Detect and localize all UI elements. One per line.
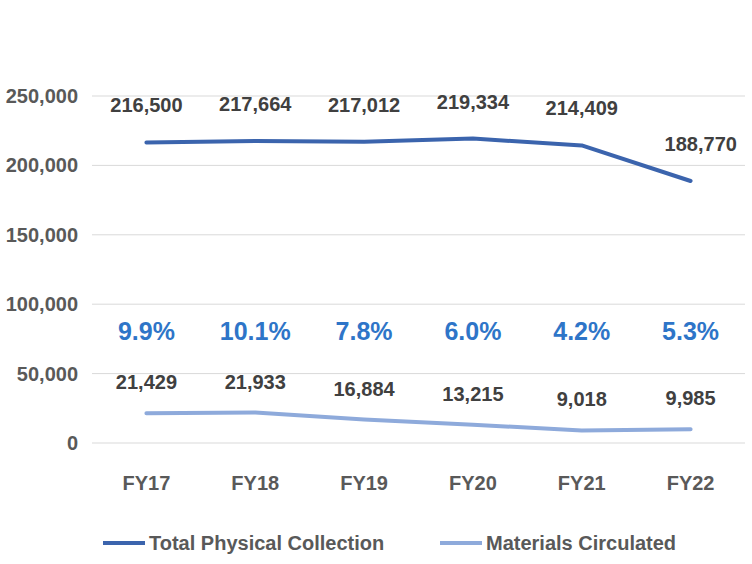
y-tick-label: 250,000: [6, 85, 78, 107]
series-line: [146, 139, 690, 181]
data-label: 219,334: [437, 91, 510, 113]
x-tick-label: FY22: [667, 472, 715, 494]
series-line: [146, 413, 690, 431]
x-tick-label: FY21: [558, 472, 606, 494]
plot-area: [146, 139, 690, 431]
annotation: 7.8%: [336, 317, 393, 345]
y-tick-label: 200,000: [6, 154, 78, 176]
grid-line: [92, 304, 745, 305]
chart: 0 50,000 100,000 150,000 200,000 250,000 FY17 F…: [0, 0, 752, 564]
legend-swatch: [440, 541, 482, 545]
y-tick-label: 0: [67, 432, 78, 454]
data-label: 21,933: [225, 371, 286, 393]
y-tick-label: 50,000: [17, 363, 78, 385]
data-label: 217,664: [219, 93, 292, 115]
grid-line: [92, 234, 745, 235]
data-label: 13,215: [442, 383, 503, 405]
data-label: 188,770: [665, 133, 737, 155]
data-label: 214,409: [546, 97, 618, 119]
data-label: 9,985: [666, 387, 716, 409]
legend-swatch: [103, 541, 145, 545]
x-tick-label: FY18: [231, 472, 279, 494]
annotation: 5.3%: [662, 317, 719, 345]
legend-label: Materials Circulated: [486, 532, 676, 554]
y-tick-label: 100,000: [6, 293, 78, 315]
annotation: 6.0%: [444, 317, 501, 345]
annotation: 4.2%: [553, 317, 610, 345]
grid-line: [92, 96, 745, 97]
data-label: 216,500: [110, 94, 182, 116]
grid-line: [92, 373, 745, 374]
data-label: 217,012: [328, 94, 400, 116]
data-label: 16,884: [333, 378, 395, 400]
x-tick-label: FY20: [449, 472, 497, 494]
data-label: 21,429: [116, 371, 177, 393]
legend: Total Physical Collection Materials Circu…: [103, 532, 676, 554]
y-tick-label: 150,000: [6, 224, 78, 246]
legend-label: Total Physical Collection: [149, 532, 384, 554]
grid-line: [92, 443, 745, 444]
data-label: 9,018: [557, 388, 607, 410]
annotation: 10.1%: [220, 317, 291, 345]
x-tick-label: FY19: [340, 472, 388, 494]
x-tick-label: FY17: [123, 472, 171, 494]
annotation: 9.9%: [118, 317, 175, 345]
